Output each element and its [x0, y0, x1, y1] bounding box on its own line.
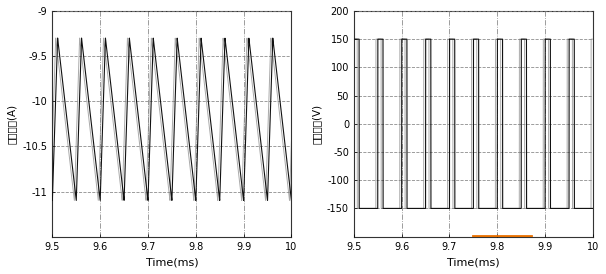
Y-axis label: 电感电压(V): 电感电压(V): [311, 104, 321, 144]
X-axis label: Time(ms): Time(ms): [145, 257, 198, 267]
Y-axis label: 电感电流(A): 电感电流(A): [7, 104, 17, 144]
X-axis label: Time(ms): Time(ms): [447, 257, 500, 267]
